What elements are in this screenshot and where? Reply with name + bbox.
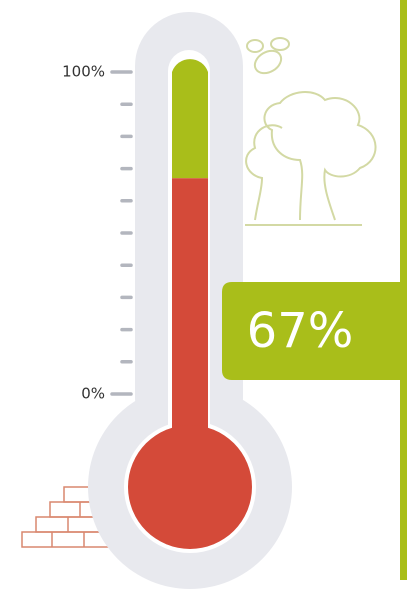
y-tick-label: 0% [81, 385, 105, 403]
y-tick-label: 100% [62, 63, 105, 81]
tube-empty [172, 59, 208, 178]
side-bar [400, 0, 407, 580]
decoration-trees [245, 38, 376, 225]
tube-fill [172, 178, 208, 450]
chart: 0% 100% 67% [0, 0, 407, 589]
bulb [128, 425, 252, 549]
value-label: 67% [247, 303, 354, 359]
page: 0%100% 67% (() => { const data = JSON.pa… [0, 0, 407, 589]
